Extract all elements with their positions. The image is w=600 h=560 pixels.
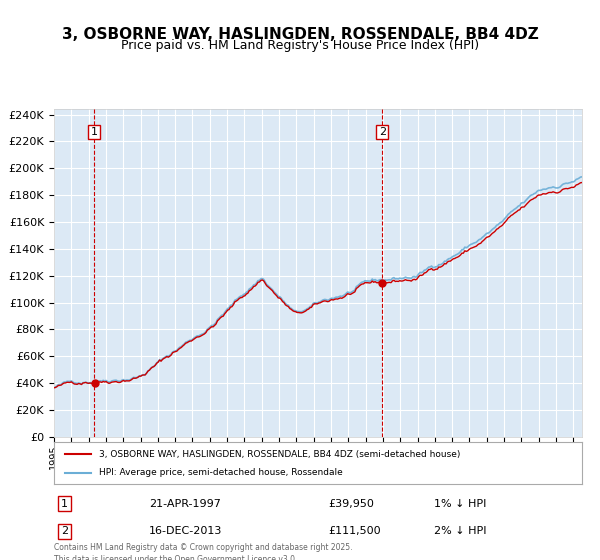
Text: HPI: Average price, semi-detached house, Rossendale: HPI: Average price, semi-detached house,… (99, 468, 343, 477)
Text: 3, OSBORNE WAY, HASLINGDEN, ROSSENDALE, BB4 4DZ: 3, OSBORNE WAY, HASLINGDEN, ROSSENDALE, … (62, 27, 538, 42)
Text: 1% ↓ HPI: 1% ↓ HPI (434, 498, 487, 508)
Text: 3, OSBORNE WAY, HASLINGDEN, ROSSENDALE, BB4 4DZ (semi-detached house): 3, OSBORNE WAY, HASLINGDEN, ROSSENDALE, … (99, 450, 460, 459)
Text: 2% ↓ HPI: 2% ↓ HPI (434, 526, 487, 536)
Text: £39,950: £39,950 (329, 498, 374, 508)
Text: 16-DEC-2013: 16-DEC-2013 (149, 526, 223, 536)
Text: 21-APR-1997: 21-APR-1997 (149, 498, 221, 508)
Text: 2: 2 (61, 526, 68, 536)
Text: 1: 1 (91, 127, 97, 137)
Text: 2: 2 (379, 127, 386, 137)
Text: Price paid vs. HM Land Registry's House Price Index (HPI): Price paid vs. HM Land Registry's House … (121, 39, 479, 53)
Text: 1: 1 (61, 498, 68, 508)
Text: £111,500: £111,500 (329, 526, 381, 536)
Text: Contains HM Land Registry data © Crown copyright and database right 2025.
This d: Contains HM Land Registry data © Crown c… (54, 543, 353, 560)
